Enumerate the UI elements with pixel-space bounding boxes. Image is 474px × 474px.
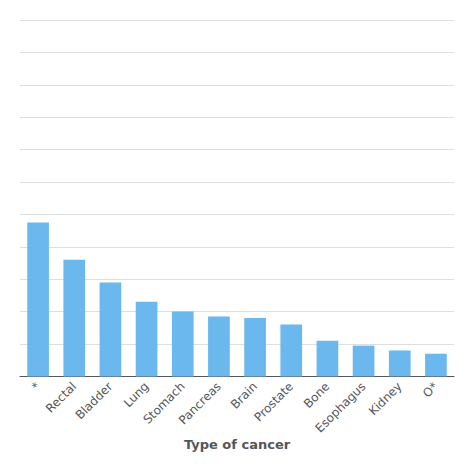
svg-text:Bone: Bone [301,379,332,410]
svg-text:Lung: Lung [121,379,152,410]
svg-text:Kidney: Kidney [366,379,405,418]
svg-text:Type of cancer: Type of cancer [184,437,291,452]
svg-text:Prostate: Prostate [251,379,296,424]
svg-text:*: * [29,379,43,393]
svg-text:Brain: Brain [228,379,260,411]
svg-text:Rectal: Rectal [43,379,80,416]
svg-text:Bladder: Bladder [73,379,116,422]
svg-text:Pancreas: Pancreas [176,379,224,427]
svg-text:Stomach: Stomach [140,379,188,427]
svg-text:O*: O* [420,379,441,400]
svg-text:Esophagus: Esophagus [313,379,369,435]
